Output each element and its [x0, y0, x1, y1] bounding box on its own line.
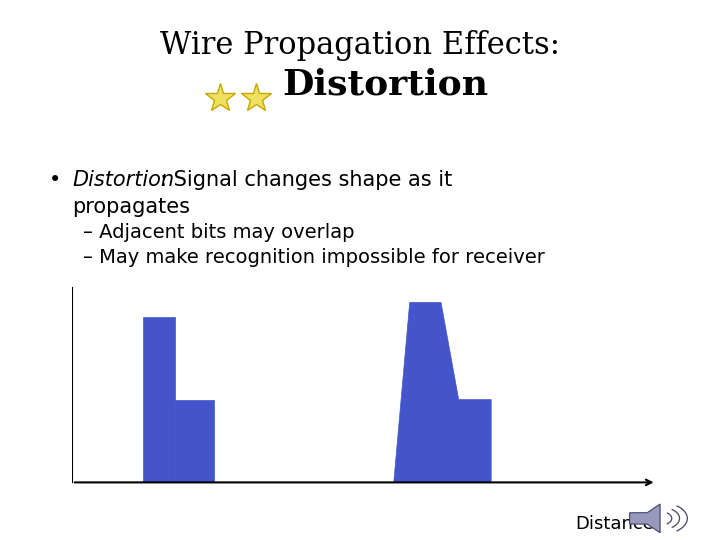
Polygon shape: [388, 302, 491, 482]
Text: Distortion: Distortion: [282, 68, 488, 102]
Text: •: •: [49, 170, 61, 190]
Text: – Adjacent bits may overlap: – Adjacent bits may overlap: [83, 223, 354, 242]
Bar: [143, 317, 176, 482]
Polygon shape: [629, 504, 660, 533]
Text: Distance: Distance: [576, 515, 654, 533]
Bar: [176, 400, 214, 482]
Text: Wire Propagation Effects:: Wire Propagation Effects:: [160, 30, 560, 60]
Text: – May make recognition impossible for receiver: – May make recognition impossible for re…: [83, 248, 544, 267]
Text: : Signal changes shape as it: : Signal changes shape as it: [160, 170, 452, 190]
Text: propagates: propagates: [72, 197, 190, 217]
Text: Distortion: Distortion: [72, 170, 174, 190]
